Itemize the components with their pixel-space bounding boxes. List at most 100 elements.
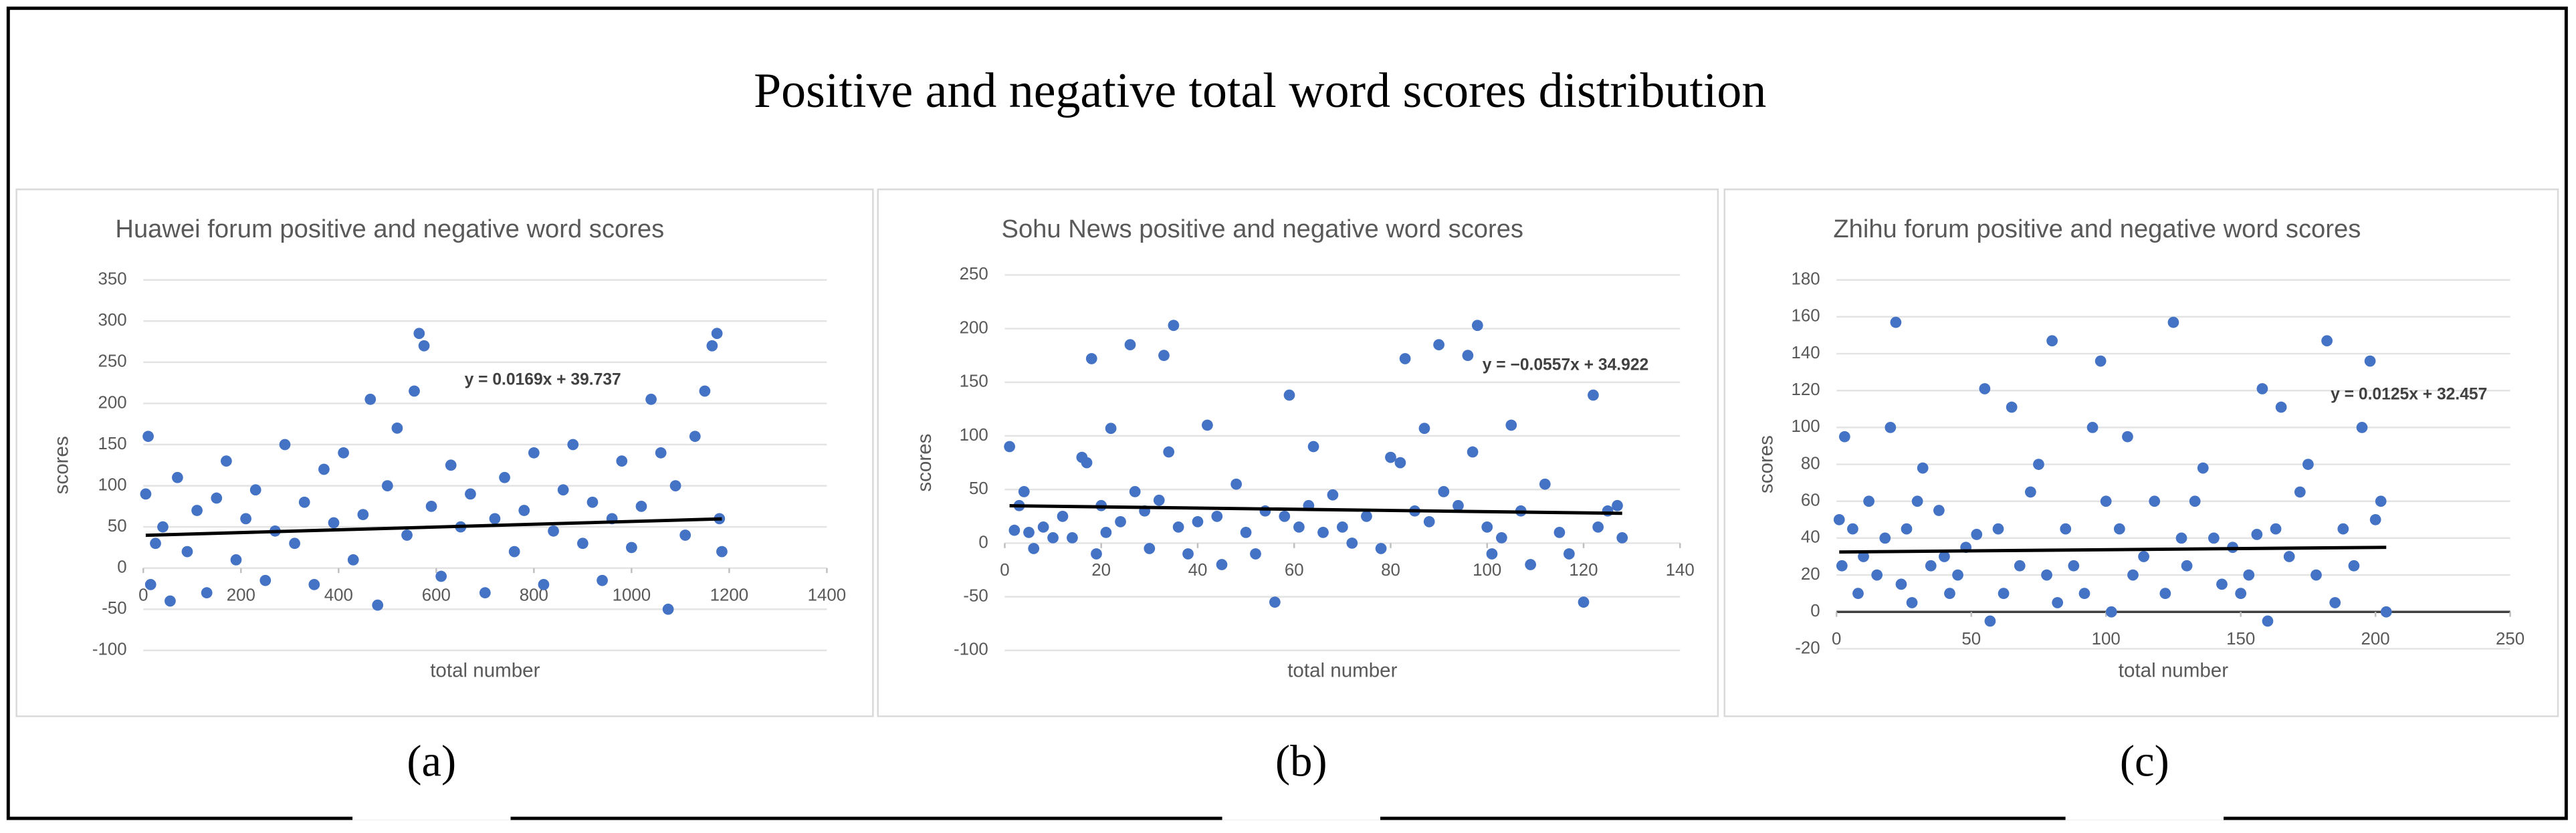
data-point (2095, 355, 2107, 367)
data-point (1085, 353, 1097, 364)
data-point (2138, 551, 2149, 562)
data-point (538, 578, 550, 590)
x-tick-label: 80 (1381, 561, 1400, 580)
data-point (2014, 560, 2026, 572)
data-point (1182, 548, 1194, 560)
data-point (435, 570, 447, 582)
data-point (2348, 560, 2360, 572)
data-point (1539, 478, 1551, 490)
data-point (1462, 350, 1474, 362)
y-tick-label: 150 (98, 435, 126, 453)
data-point (669, 480, 681, 491)
y-tick-label: 40 (1801, 528, 1820, 547)
y-tick-label: 200 (98, 393, 126, 412)
figure-title: Positive and negative total word scores … (754, 63, 1766, 118)
data-point (1505, 419, 1517, 431)
data-point (1563, 548, 1575, 560)
panel-label: (c) (2120, 737, 2169, 786)
data-point (1037, 521, 1049, 533)
data-point (2251, 529, 2263, 540)
data-point (2243, 569, 2255, 581)
data-point (2256, 383, 2268, 394)
data-point (259, 574, 272, 586)
data-point (1984, 615, 1996, 627)
data-point (249, 484, 261, 496)
x-tick-label: 100 (1473, 561, 1501, 580)
y-tick-label: 60 (1801, 491, 1820, 510)
data-point (1375, 543, 1387, 554)
data-point (1317, 527, 1329, 538)
data-point (2127, 569, 2139, 581)
data-point (655, 447, 667, 459)
data-point (1885, 422, 1897, 433)
data-point (1616, 532, 1628, 544)
data-point (1895, 578, 1907, 590)
data-point (2216, 578, 2228, 590)
data-point (1901, 523, 1913, 535)
data-point (1163, 446, 1175, 458)
data-point (2321, 335, 2333, 347)
data-point (1525, 559, 1537, 570)
data-point (645, 393, 657, 405)
trendline-equation: y = −0.0557x + 34.922 (1483, 356, 1649, 374)
x-tick-label: 1000 (613, 586, 651, 604)
x-axis-label: total number (2119, 660, 2228, 682)
data-point (1192, 515, 1204, 527)
data-point (338, 447, 349, 459)
data-point (2181, 560, 2193, 572)
data-point (1269, 596, 1281, 608)
data-point (577, 538, 588, 550)
data-point (2189, 495, 2201, 507)
data-point (1438, 486, 1450, 497)
data-point (1240, 527, 1252, 538)
data-point (567, 439, 579, 451)
data-point (2113, 523, 2125, 535)
x-tick-label: 140 (1666, 561, 1695, 580)
data-point (298, 496, 310, 508)
data-point (1917, 462, 1929, 474)
panel-border (877, 189, 1719, 717)
y-tick-label: -100 (954, 640, 988, 659)
x-tick-label: 50 (1961, 630, 1981, 648)
data-point (1023, 527, 1035, 538)
data-point (142, 431, 154, 443)
y-axis-label: scores (914, 434, 936, 492)
data-point (597, 574, 608, 586)
chart-title: Zhihu forum positive and negative word s… (1833, 215, 2361, 243)
data-point (1939, 551, 1950, 562)
trendline (1009, 504, 1622, 515)
data-point (1018, 486, 1030, 497)
x-tick-label: 1400 (808, 586, 847, 604)
data-point (2380, 606, 2392, 618)
data-point (1879, 532, 1891, 544)
data-point (1833, 513, 1845, 525)
data-point (1399, 353, 1411, 364)
panel-border (1723, 189, 2559, 717)
x-tick-label: 0 (1832, 630, 1841, 648)
data-point (1091, 548, 1102, 560)
data-point (172, 471, 183, 483)
data-point (364, 393, 377, 405)
y-tick-label: 140 (1791, 344, 1820, 362)
data-point (1283, 389, 1295, 401)
x-tick-label: 600 (422, 586, 451, 604)
data-point (1336, 521, 1348, 533)
data-point (191, 505, 203, 516)
x-tick-label: 100 (2092, 630, 2121, 648)
data-point (1105, 423, 1117, 435)
panel-label: (a) (407, 737, 456, 786)
y-tick-label: 50 (108, 517, 127, 536)
chart-title: Sohu News positive and negative word sco… (1002, 215, 1524, 243)
data-point (445, 459, 457, 471)
data-point (1467, 446, 1479, 458)
data-point (1067, 532, 1078, 544)
y-tick-label: 50 (969, 479, 988, 498)
data-point (1168, 320, 1180, 332)
data-point (2270, 523, 2282, 535)
data-point (165, 595, 176, 607)
x-tick-label: 200 (2361, 630, 2390, 648)
data-point (548, 525, 559, 537)
data-point (2105, 606, 2117, 618)
data-point (1144, 543, 1156, 554)
x-tick-label: 1200 (710, 586, 749, 604)
